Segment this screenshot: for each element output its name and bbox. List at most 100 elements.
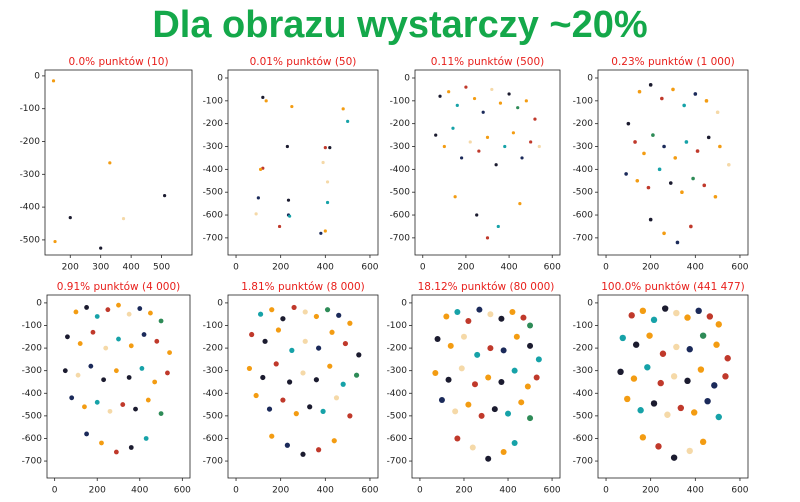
x-tick-label: 0 bbox=[52, 486, 58, 496]
data-point bbox=[468, 140, 472, 144]
data-point bbox=[697, 366, 705, 373]
data-point bbox=[51, 79, 56, 83]
data-point bbox=[321, 160, 325, 165]
data-point bbox=[438, 94, 442, 98]
data-point bbox=[116, 302, 121, 308]
data-point bbox=[253, 392, 259, 399]
data-point bbox=[264, 99, 268, 103]
data-point bbox=[460, 156, 464, 160]
data-point bbox=[101, 377, 107, 383]
y-tick-label: -600 bbox=[387, 434, 408, 444]
x-tick-label: 200 bbox=[455, 486, 472, 496]
subplot-title: 100.0% punktów (441 477) bbox=[601, 281, 745, 293]
data-point bbox=[529, 140, 533, 144]
y-tick-label: -100 bbox=[387, 321, 408, 331]
axes-frame bbox=[597, 294, 749, 479]
axes-frame bbox=[597, 69, 749, 256]
data-point bbox=[121, 216, 126, 221]
x-tick-label: 400 bbox=[500, 263, 517, 273]
data-point bbox=[346, 119, 350, 123]
data-point bbox=[336, 312, 342, 318]
y-tick-label: -400 bbox=[203, 389, 224, 399]
y-tick-label: -500 bbox=[203, 188, 224, 198]
subplot-title: 0.01% punktów (50) bbox=[250, 56, 357, 68]
data-point bbox=[624, 172, 628, 176]
page-title: Dla obrazu wystarczy ~20% bbox=[152, 4, 647, 46]
data-point bbox=[677, 404, 685, 412]
data-point bbox=[152, 379, 158, 385]
data-point bbox=[518, 399, 525, 406]
data-point bbox=[689, 224, 693, 229]
x-tick-label: 200 bbox=[272, 486, 289, 496]
data-point bbox=[477, 149, 481, 153]
data-point bbox=[527, 415, 534, 422]
data-point bbox=[655, 443, 662, 450]
data-point bbox=[537, 144, 541, 149]
x-tick-label: 0 bbox=[420, 263, 426, 273]
y-tick-label: -500 bbox=[573, 188, 594, 198]
x-tick-label: 400 bbox=[687, 263, 704, 273]
data-point bbox=[498, 378, 505, 385]
data-point bbox=[257, 311, 264, 317]
data-point bbox=[94, 399, 100, 405]
y-tick-label: -200 bbox=[20, 137, 41, 147]
x-tick-label: 0 bbox=[603, 486, 609, 496]
y-tick-label: -300 bbox=[22, 366, 43, 376]
y-tick-label: -300 bbox=[203, 366, 224, 376]
data-point bbox=[341, 107, 345, 111]
data-point bbox=[485, 236, 490, 240]
data-point bbox=[472, 96, 477, 101]
data-point bbox=[474, 351, 481, 358]
data-point bbox=[624, 395, 631, 403]
data-point bbox=[442, 144, 446, 149]
data-point bbox=[722, 373, 729, 380]
data-point bbox=[340, 381, 346, 387]
data-point bbox=[715, 413, 722, 421]
y-tick-label: -300 bbox=[573, 366, 594, 376]
data-point bbox=[527, 342, 534, 349]
x-tick-label: 0 bbox=[233, 486, 239, 496]
data-point bbox=[465, 317, 472, 324]
data-point bbox=[342, 340, 349, 347]
x-tick-label: 400 bbox=[687, 486, 704, 496]
data-point bbox=[699, 332, 707, 339]
data-point bbox=[724, 355, 731, 362]
data-point bbox=[324, 307, 331, 313]
data-point bbox=[675, 240, 680, 245]
data-point bbox=[328, 146, 332, 150]
data-point bbox=[65, 334, 70, 340]
data-point bbox=[527, 322, 534, 329]
data-point bbox=[291, 304, 297, 311]
y-tick-label: -200 bbox=[573, 119, 594, 129]
data-point bbox=[684, 377, 691, 385]
data-point bbox=[650, 400, 658, 407]
data-point bbox=[163, 194, 167, 198]
y-tick-label: -700 bbox=[573, 457, 594, 467]
y-tick-label: -400 bbox=[390, 165, 411, 175]
y-tick-label: -100 bbox=[20, 104, 41, 114]
data-point bbox=[650, 316, 658, 324]
data-point bbox=[691, 176, 695, 181]
data-point bbox=[533, 374, 540, 381]
data-point bbox=[356, 352, 362, 358]
y-tick-label: -400 bbox=[20, 203, 41, 213]
x-tick-label: 200 bbox=[272, 263, 289, 273]
data-point bbox=[88, 363, 94, 369]
subplot: 0.11% punktów (500) 0 200 400 600 0 -100 -200 -3… bbox=[390, 56, 562, 273]
data-point bbox=[509, 308, 516, 315]
x-tick-label: 600 bbox=[543, 486, 560, 496]
y-tick-label: -700 bbox=[387, 457, 408, 467]
data-point bbox=[325, 200, 330, 205]
data-point bbox=[273, 361, 279, 367]
data-point bbox=[704, 397, 711, 405]
data-point bbox=[518, 202, 522, 206]
data-point bbox=[460, 333, 467, 340]
data-point bbox=[302, 338, 308, 344]
y-tick-label: -400 bbox=[573, 165, 594, 175]
data-point bbox=[82, 404, 87, 410]
axes-frame bbox=[44, 69, 193, 256]
data-point bbox=[490, 87, 494, 92]
x-tick-label: 500 bbox=[153, 263, 170, 273]
data-point bbox=[511, 367, 518, 374]
y-tick-label: -100 bbox=[22, 321, 43, 331]
